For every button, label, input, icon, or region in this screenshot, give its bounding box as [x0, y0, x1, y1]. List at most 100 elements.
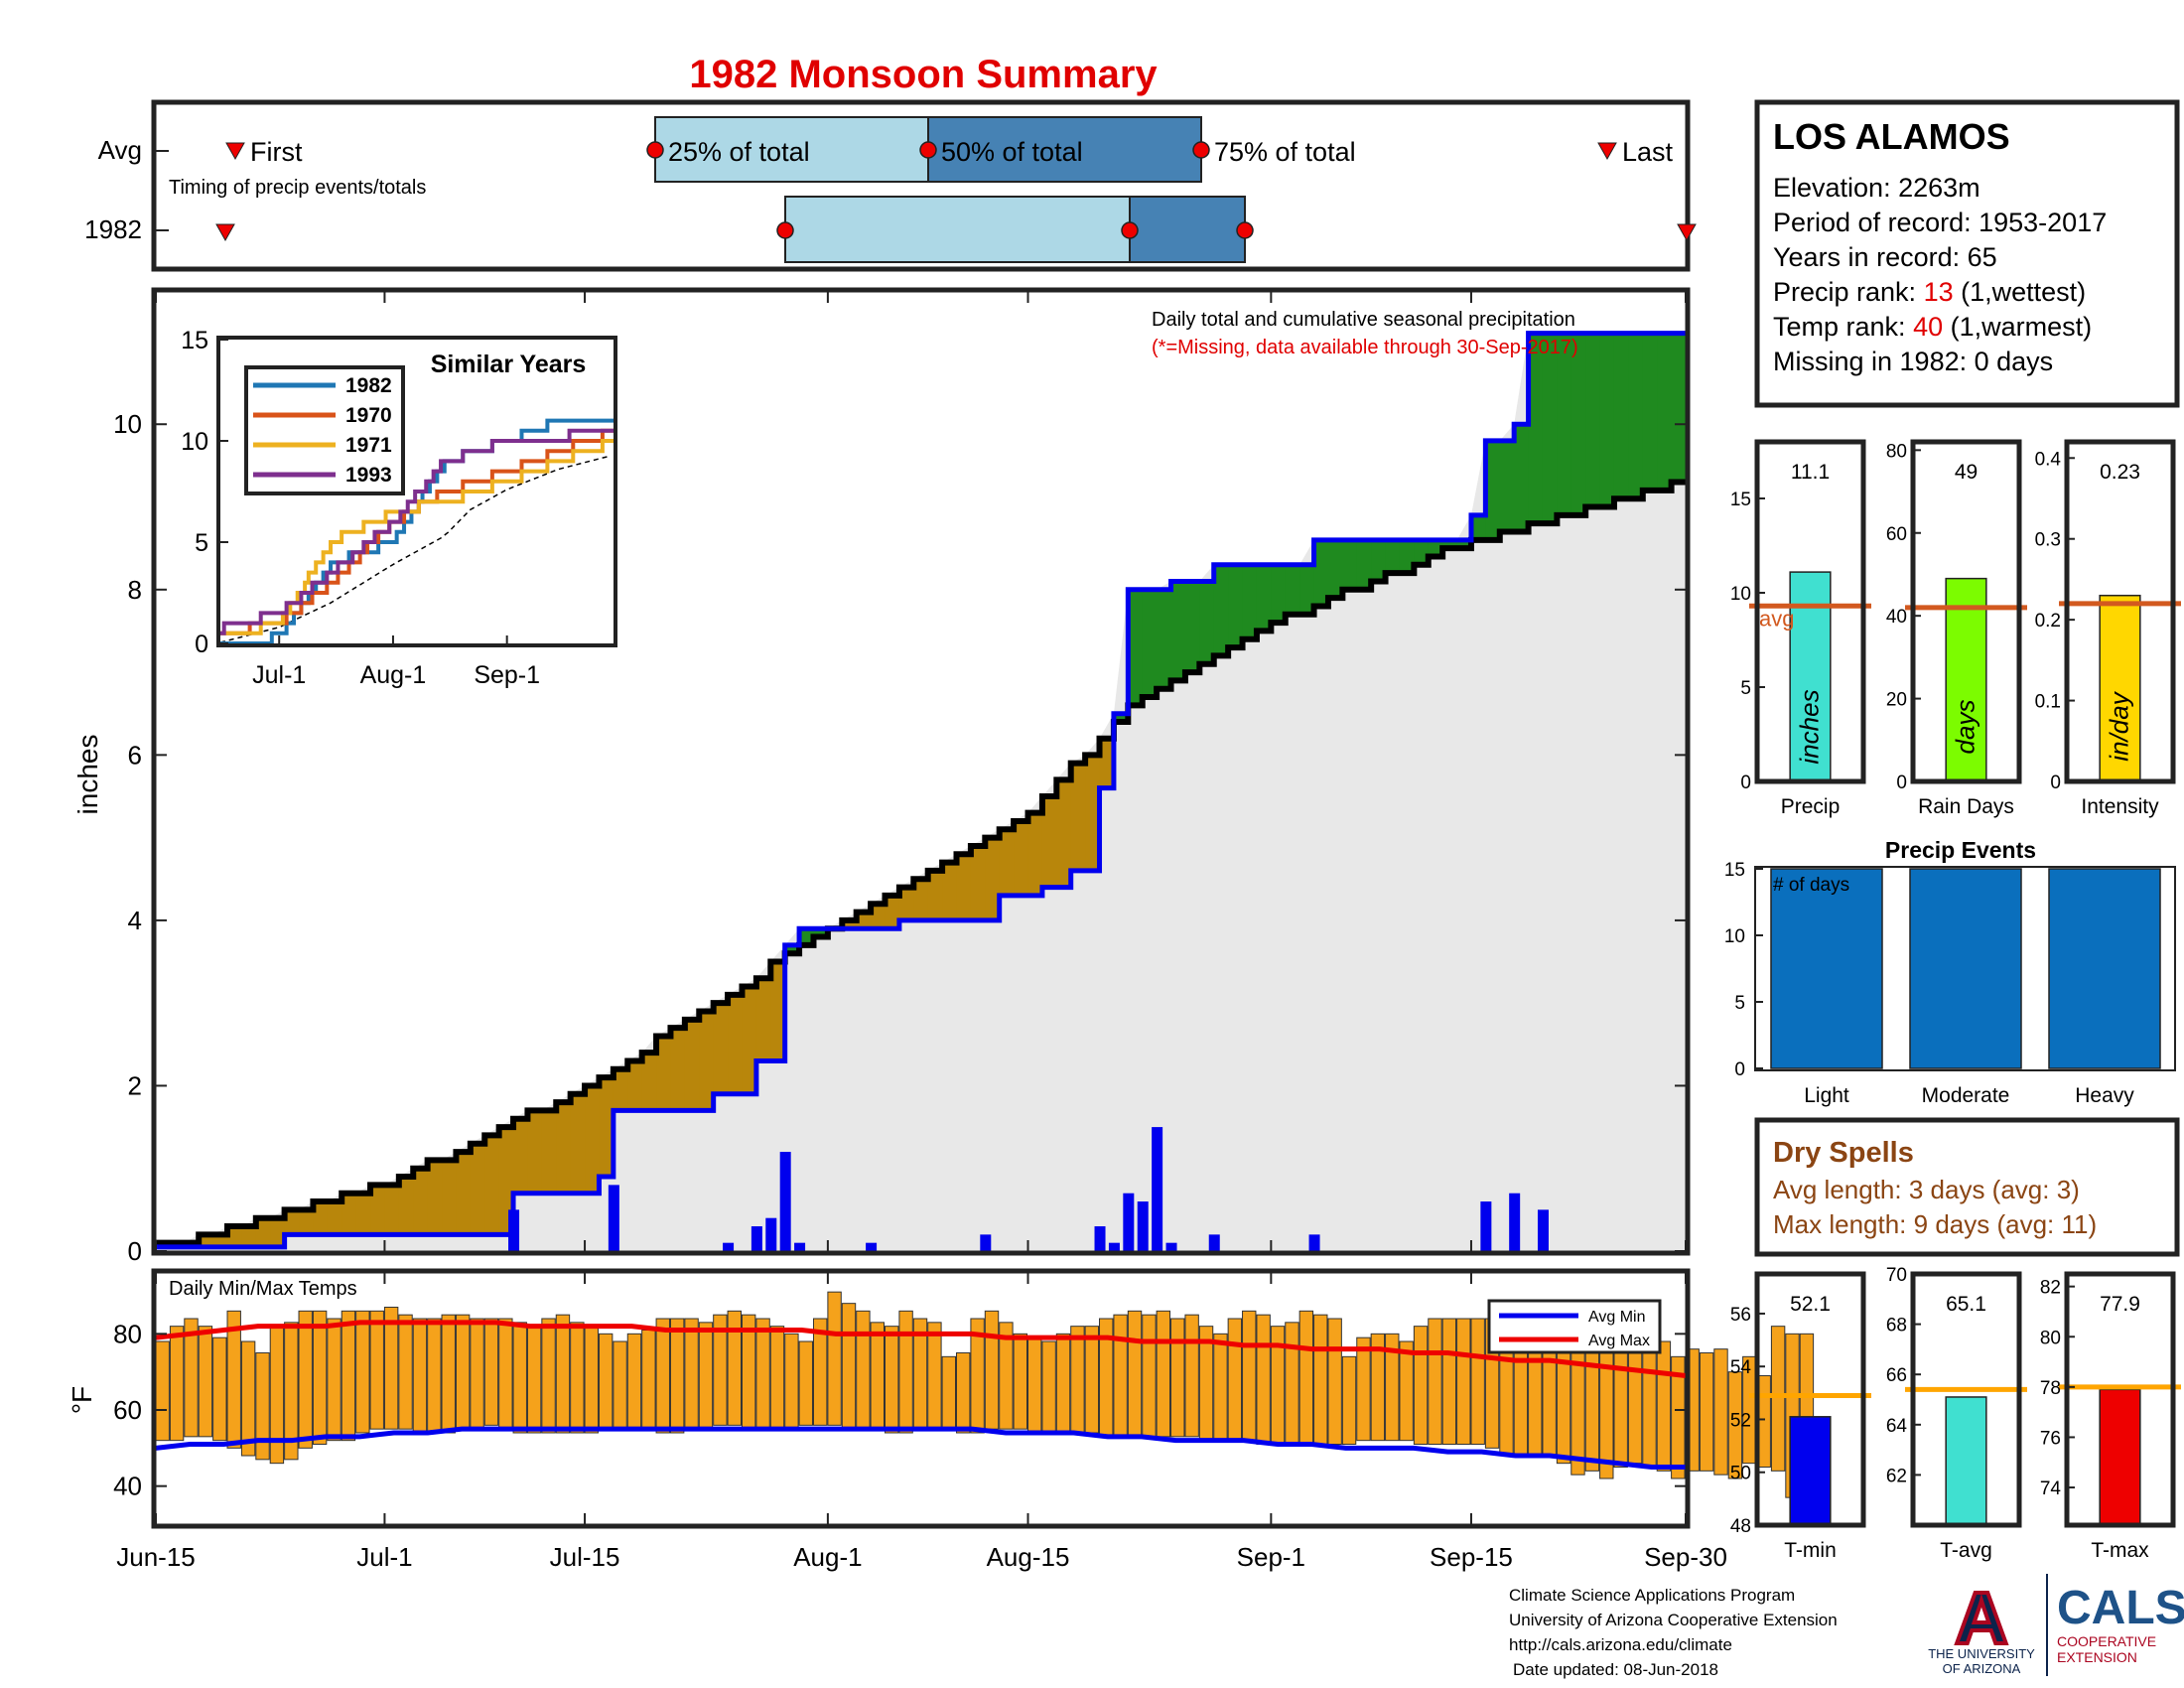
- above-average-fill: [1470, 514, 1486, 540]
- year-50-marker: [1121, 221, 1139, 239]
- daily-temp-bar: [1285, 1322, 1299, 1446]
- tmin-x-label: T-min: [1784, 1539, 1837, 1562]
- above-average-fill: [1628, 333, 1644, 499]
- events-x-label: Heavy: [2075, 1084, 2134, 1107]
- inset-x-tick-label: Jul-1: [252, 661, 306, 689]
- temp-chart-frame: [151, 1268, 1691, 1529]
- daily-temp-bar: [1470, 1318, 1485, 1445]
- daily-temp-bar: [713, 1314, 728, 1426]
- observed-cumulative-line: [156, 331, 1686, 1250]
- main-y-tick-label: 4: [128, 906, 142, 935]
- intensity-panel: 0 0.1 0.2 0.3 0.4 0.23 Intensity in/day: [2035, 439, 2181, 818]
- daily-temp-bar: [1370, 1333, 1386, 1442]
- tmax-tick-label: 74: [2040, 1478, 2062, 1499]
- precip-panel: 0 5 10 15 11.1 Precip inches avg: [1730, 439, 1871, 818]
- inset-y-tick-label: 10: [181, 428, 208, 456]
- precip-tick-label: 10: [1730, 584, 1751, 605]
- events-x-label: Moderate: [1922, 1084, 2010, 1107]
- daily-temp-bar: [727, 1310, 742, 1426]
- timing-subtitle: Timing of precip events/totals: [169, 177, 426, 199]
- above-average-fill: [1414, 539, 1430, 565]
- avg-50-label: 50% of total: [941, 137, 1083, 167]
- avg-75-marker: [1192, 141, 1210, 159]
- daily-temp-bar: [870, 1322, 885, 1430]
- raindays-unit-label: days: [1951, 700, 1980, 755]
- daily-precip-bar: [1509, 1193, 1521, 1251]
- station-info-frame: [1754, 99, 2180, 408]
- below-average-fill: [913, 879, 929, 920]
- station-period: Period of record: 1953-2017: [1773, 208, 2107, 237]
- tmin-bar: [1789, 1416, 1832, 1526]
- daily-temp-bar: [1298, 1310, 1314, 1446]
- station-missing: Missing in 1982: 0 days: [1773, 347, 2053, 376]
- footer-line-1: Climate Science Applications Program: [1509, 1586, 1795, 1605]
- below-average-fill: [241, 1226, 257, 1247]
- temp-y-tick-label: 60: [113, 1395, 142, 1425]
- below-average-fill: [327, 1201, 342, 1235]
- tmax-tick-label: 80: [2040, 1328, 2061, 1348]
- daily-temp-bar: [226, 1310, 241, 1449]
- below-average-fill: [898, 887, 914, 920]
- raindays-x-label: Rain Days: [1918, 795, 2014, 818]
- tavg-tick-label: 62: [1886, 1466, 1907, 1486]
- daily-temp-bar: [984, 1310, 1000, 1430]
- university-of-arizona-logo: A THE UNIVERSITY OF ARIZONA: [1928, 1575, 2035, 1676]
- below-average-fill: [842, 919, 858, 929]
- above-average-fill: [813, 928, 829, 937]
- above-average-fill: [784, 944, 800, 954]
- below-average-fill: [613, 1068, 628, 1111]
- daily-temp-bar: [898, 1310, 913, 1434]
- daily-temp-bar: [1413, 1326, 1429, 1445]
- intensity-tick-label: 0.3: [2035, 530, 2061, 551]
- precip-frame: [1754, 439, 1866, 784]
- below-average-fill: [1085, 755, 1101, 871]
- main-y-tick-label: 8: [128, 575, 142, 605]
- below-average-fill: [856, 912, 872, 929]
- daily-precip-bar: [1208, 1234, 1220, 1251]
- temp-legend-box: [1487, 1299, 1662, 1354]
- above-average-fill: [1128, 589, 1144, 706]
- station-years: Years in record: 65: [1773, 242, 1997, 272]
- below-average-fill: [299, 1209, 315, 1235]
- below-average-fill: [970, 845, 986, 920]
- daily-precip-bar: [794, 1242, 806, 1251]
- dry-spells-title: Dry Spells: [1773, 1137, 1914, 1169]
- daily-temp-bar: [555, 1314, 571, 1434]
- avg-75-label: 75% of total: [1214, 137, 1356, 167]
- above-average-fill: [1557, 333, 1572, 515]
- above-average-fill: [1485, 440, 1501, 540]
- precip-value-label: 11.1: [1791, 461, 1830, 484]
- tavg-panel: 62 64 66 68 70 65.1 T-avg: [1886, 1265, 2027, 1562]
- below-average-fill: [355, 1193, 371, 1235]
- above-average-fill: [1613, 333, 1629, 499]
- inset-title: Similar Years: [431, 351, 587, 378]
- tmin-tick-label: 54: [1730, 1357, 1752, 1378]
- daily-temp-bar: [598, 1333, 614, 1430]
- average-cumulative-line: [156, 479, 1686, 1246]
- daily-temp-bar: [884, 1326, 899, 1434]
- daily-temp-bar: [1070, 1326, 1085, 1434]
- tavg-x-label: T-avg: [1940, 1539, 1992, 1562]
- main-y-axis: 0 2 4 6 8 10: [113, 409, 1688, 1266]
- daily-temp-bar: [255, 1352, 270, 1461]
- raindays-tick-label: 20: [1886, 690, 1907, 711]
- daily-temp-bar: [613, 1340, 627, 1430]
- below-average-fill: [470, 1143, 485, 1235]
- above-average-fill: [1170, 581, 1186, 681]
- daily-temp-bar: [684, 1318, 699, 1430]
- station-temp-rank: Temp rank: 40 (1,warmest): [1773, 312, 2092, 342]
- above-average-fill: [1642, 333, 1658, 491]
- daily-temp-bar: [1170, 1318, 1185, 1438]
- station-name: LOS ALAMOS: [1773, 116, 2010, 157]
- x-tick-label: Jul-15: [550, 1542, 620, 1572]
- tmax-x-label: T-max: [2091, 1539, 2149, 1562]
- temp-y-axis: 40 60 80: [113, 1319, 1688, 1501]
- above-average-fill: [1113, 713, 1129, 723]
- ua-logo-letter: A: [1955, 1577, 2007, 1659]
- footer-line-4: Date updated: 08-Jun-2018: [1513, 1660, 1718, 1679]
- above-average-fill: [1528, 333, 1544, 524]
- tavg-tick-label: 66: [1886, 1365, 1907, 1386]
- main-chart-missing-note: (*=Missing, data available through 30-Se…: [1152, 337, 1578, 358]
- cals-logo: CALS COOPERATIVE EXTENSION: [2057, 1582, 2184, 1665]
- below-average-fill: [398, 1177, 414, 1235]
